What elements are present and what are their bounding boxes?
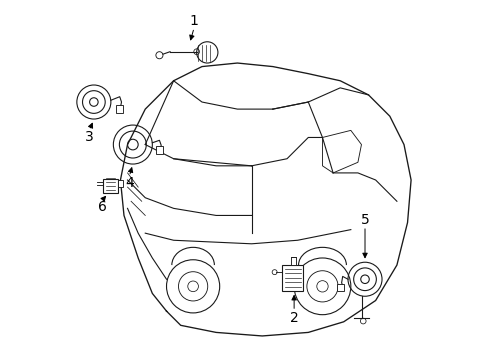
Text: 3: 3	[85, 130, 93, 144]
FancyBboxPatch shape	[116, 105, 122, 113]
FancyBboxPatch shape	[290, 257, 295, 265]
FancyBboxPatch shape	[281, 265, 303, 291]
Circle shape	[293, 258, 350, 315]
FancyBboxPatch shape	[118, 180, 123, 187]
FancyBboxPatch shape	[337, 284, 344, 291]
Text: 1: 1	[189, 14, 198, 28]
Text: 6: 6	[98, 200, 106, 214]
Circle shape	[166, 260, 219, 313]
Polygon shape	[120, 63, 410, 336]
Text: 2: 2	[289, 311, 298, 324]
Text: 4: 4	[124, 176, 133, 190]
Text: 5: 5	[360, 213, 368, 227]
FancyBboxPatch shape	[156, 145, 163, 154]
FancyBboxPatch shape	[103, 179, 118, 193]
